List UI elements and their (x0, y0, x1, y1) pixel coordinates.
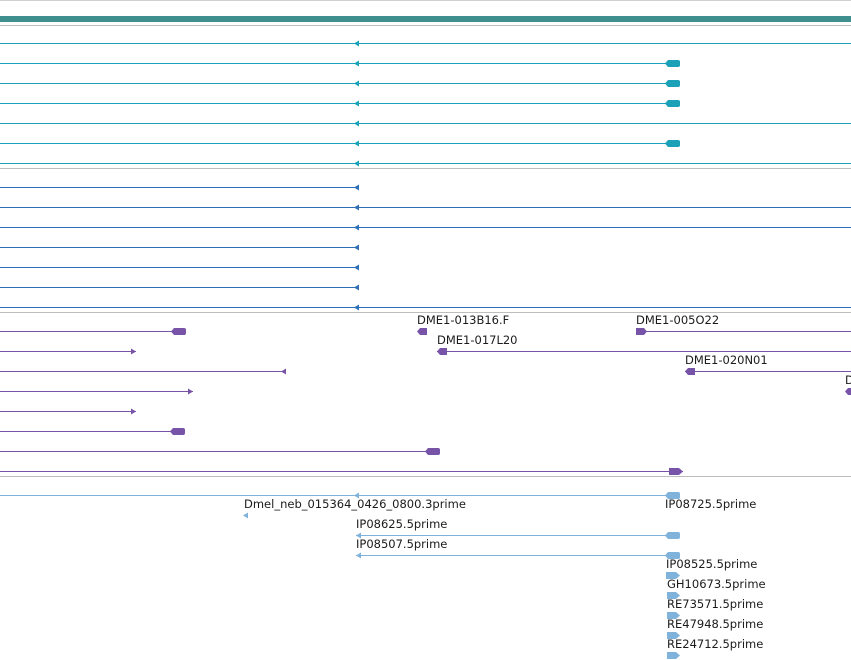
track-cdna-feature-1-glyph (354, 204, 359, 211)
track-mrna-feature-2-glyph (665, 80, 680, 87)
track-est-feature-4-glyph (356, 552, 361, 559)
track-mrna-feature-5-glyph (665, 140, 680, 147)
track-mrna-feature-4-glyph (354, 120, 359, 127)
track-est-feature-7-glyph (667, 612, 680, 619)
track-mrna-feature-3-glyph (354, 100, 359, 107)
track-bac-ends-feature-6-label: DME1-020N01 (685, 353, 768, 367)
track-est-feature-3 (356, 532, 680, 539)
track-bac-ends-feature-1-glyph (417, 328, 427, 335)
track-bac-ends-feature-10 (0, 428, 185, 435)
track-est-feature-9 (667, 652, 680, 659)
track-cdna-feature-1 (0, 204, 851, 211)
track-bac-ends-feature-8-glyph (845, 388, 851, 395)
track-bac-ends-feature-4 (437, 348, 851, 355)
track-mrna-feature-4 (0, 120, 851, 127)
track-bac-ends-feature-5 (0, 368, 286, 375)
track-est-feature-8 (667, 632, 680, 639)
track-est-feature-0 (0, 492, 680, 499)
track-bac-ends-feature-1 (417, 328, 427, 335)
track-bac-ends-feature-7-glyph (188, 388, 193, 395)
track-est-feature-7 (667, 612, 680, 619)
track-mrna-feature-5 (0, 140, 680, 147)
track-bac-ends-feature-9 (0, 408, 136, 415)
track-est-feature-6-glyph (667, 592, 680, 599)
track-est-feature-6-label: GH10673.5prime (667, 577, 766, 591)
track-bac-ends-feature-10-glyph (170, 428, 185, 435)
track-bac-ends-feature-5-glyph (281, 368, 286, 375)
track-cdna-feature-6 (0, 304, 851, 311)
track-mrna-feature-1-glyph (354, 60, 359, 67)
track-cdna-feature-6-glyph (354, 304, 359, 311)
track-mrna-feature-6-glyph (354, 160, 359, 167)
track-est-feature-5-glyph (666, 572, 680, 579)
track-est-feature-5 (666, 572, 680, 579)
track-est-feature-9-glyph (667, 652, 680, 659)
track-est-feature-8-glyph (667, 632, 680, 639)
track-bac-ends-feature-2-label: DME1-005O22 (636, 313, 720, 327)
track-mrna-feature-6 (0, 160, 851, 167)
track-bac-ends-feature-2 (636, 328, 851, 335)
track-bac-ends-feature-9-glyph (131, 408, 136, 415)
track-bac-ends-feature-4-label: DME1-017L20 (437, 333, 518, 347)
track-est-feature-0-glyph (354, 492, 359, 499)
track-cdna-feature-3-glyph (354, 244, 359, 251)
track-est-feature-4-label: IP08507.5prime (356, 537, 448, 551)
track-est-feature-9-label: RE24712.5prime (667, 637, 764, 651)
track-cdna-feature-5-glyph (354, 284, 359, 291)
track-est-feature-6 (667, 592, 680, 599)
track-cdna-feature-2 (0, 224, 851, 231)
track-est-feature-1-label: IP08725.5prime (665, 497, 757, 511)
track-bac-ends-feature-11-glyph (425, 448, 440, 455)
track-cdna-feature-5 (0, 284, 359, 291)
track-bac-ends-feature-8 (845, 388, 851, 395)
track-bac-ends-feature-7 (0, 388, 193, 395)
track-est-feature-4 (356, 552, 680, 559)
track-mrna-feature-3 (0, 100, 680, 107)
track-mrna-feature-2-glyph (354, 80, 359, 87)
track-est-feature-3-glyph (356, 532, 361, 539)
track-mrna-feature-1 (0, 60, 680, 67)
track-bac-ends-feature-3 (0, 348, 136, 355)
track-est-feature-7-label: RE73571.5prime (667, 597, 764, 611)
track-bac-ends-feature-0-glyph (171, 328, 186, 335)
track-cdna-feature-0-glyph (354, 184, 359, 191)
track-header-bar (0, 16, 851, 22)
track-est-feature-3-glyph (665, 532, 680, 539)
track-est-feature-4-glyph (665, 552, 680, 559)
track-est-feature-2-label: Dmel_neb_015364_0426_0800.3prime (244, 497, 466, 511)
track-bac-ends-feature-1-label: DME1-013B16.F (417, 313, 510, 327)
track-est-feature-2-glyph (243, 512, 248, 519)
track-bac-ends-feature-6 (685, 368, 851, 375)
track-cdna-feature-3 (0, 244, 359, 251)
track-est-feature-2 (243, 512, 248, 519)
track-bac-ends-feature-3-glyph (131, 348, 136, 355)
track-bac-ends-feature-12-glyph (669, 468, 683, 475)
track-mrna-feature-0 (0, 40, 851, 47)
track-mrna-feature-1-glyph (665, 60, 680, 67)
track-cdna-feature-4-glyph (354, 264, 359, 271)
track-bac-ends-feature-4-glyph (437, 348, 447, 355)
track-est-feature-0-glyph (665, 492, 680, 499)
track-bac-ends-feature-11 (0, 448, 440, 455)
track-est-feature-3-label: IP08625.5prime (356, 517, 448, 531)
track-cdna-feature-2-glyph (354, 224, 359, 231)
track-bac-ends-feature-12 (0, 468, 683, 475)
track-cdna-feature-4 (0, 264, 359, 271)
track-est-feature-5-label: IP08525.5prime (666, 557, 758, 571)
track-mrna-feature-5-glyph (354, 140, 359, 147)
track-bac-ends-feature-2-glyph (636, 328, 647, 335)
track-mrna-feature-0-glyph (354, 40, 359, 47)
track-mrna-feature-3-glyph (665, 100, 680, 107)
track-bac-ends-feature-6-glyph (685, 368, 695, 375)
track-bac-ends-feature-0 (0, 328, 186, 335)
track-est-feature-8-label: RE47948.5prime (667, 617, 764, 631)
track-bac-ends-feature-8-label: D (845, 373, 851, 387)
track-cdna-feature-0 (0, 184, 359, 191)
track-mrna-feature-2 (0, 80, 680, 87)
